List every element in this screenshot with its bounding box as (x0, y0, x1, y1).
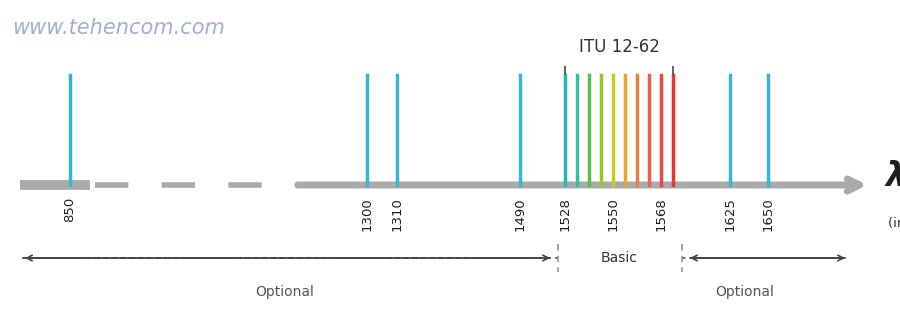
Text: λ: λ (885, 160, 900, 193)
Text: 1550: 1550 (607, 197, 619, 231)
Text: 1568: 1568 (654, 197, 668, 231)
Text: 1650: 1650 (761, 197, 775, 231)
Text: Optional: Optional (716, 285, 774, 299)
Text: 1625: 1625 (724, 197, 736, 231)
Text: 1300: 1300 (361, 197, 374, 231)
Text: 1490: 1490 (514, 197, 526, 231)
Text: (in nm): (in nm) (888, 217, 900, 230)
Text: Optional: Optional (256, 285, 314, 299)
Text: 1528: 1528 (559, 197, 572, 231)
Text: ITU 12-62: ITU 12-62 (579, 38, 660, 56)
Text: 850: 850 (64, 197, 76, 222)
Text: www.tehencom.com: www.tehencom.com (12, 18, 225, 38)
Text: Basic: Basic (600, 251, 637, 265)
Text: 1310: 1310 (391, 197, 403, 231)
